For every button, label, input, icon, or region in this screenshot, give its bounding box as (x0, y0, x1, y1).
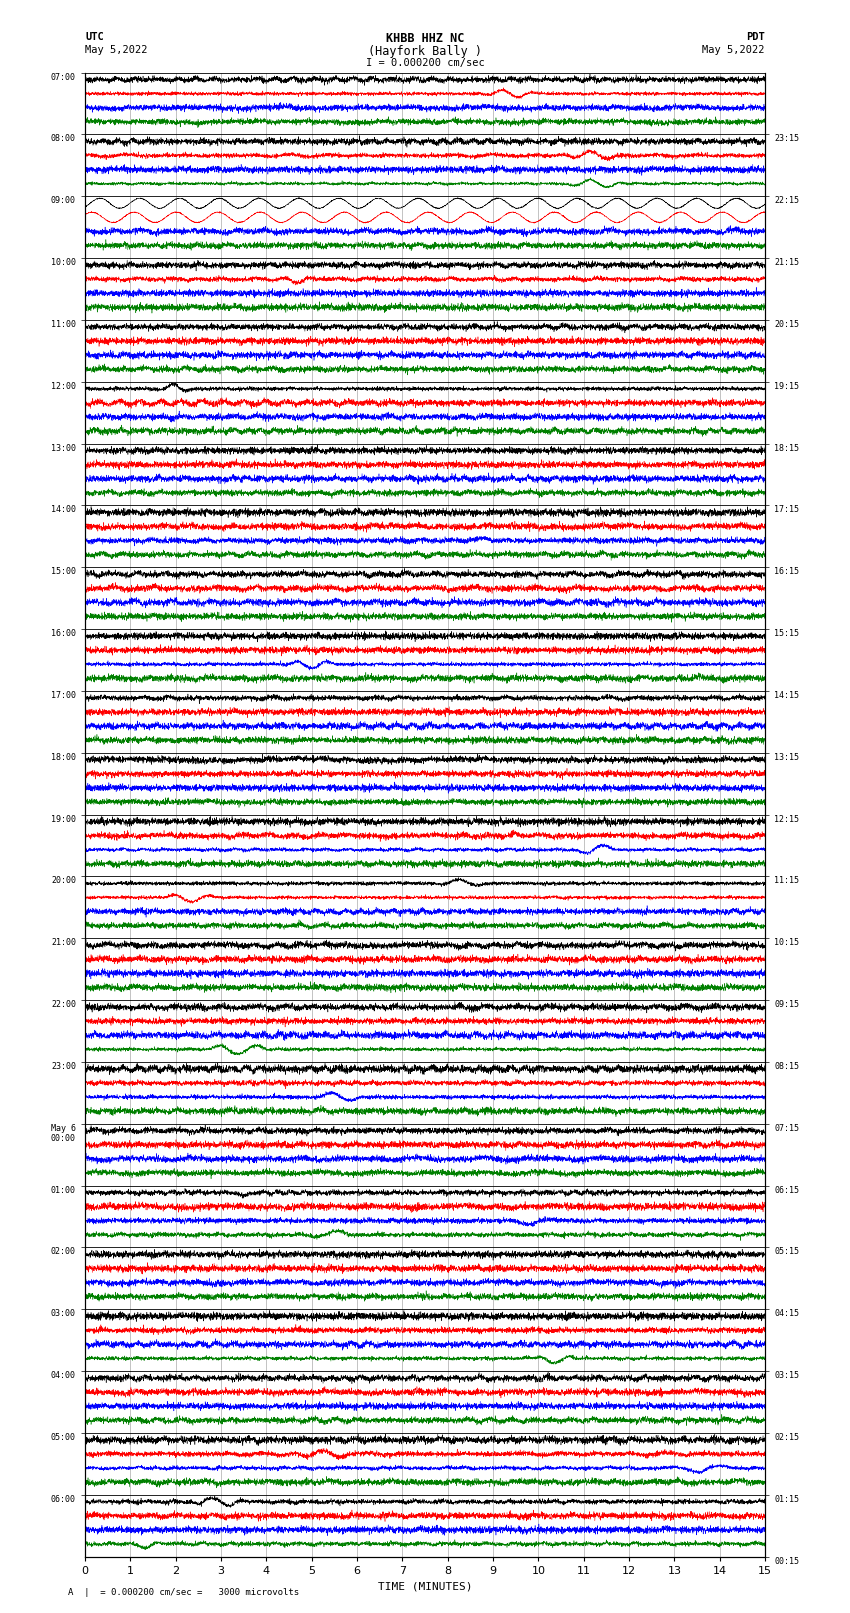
Text: A  |  = 0.000200 cm/sec =   3000 microvolts: A | = 0.000200 cm/sec = 3000 microvolts (68, 1587, 299, 1597)
Text: (Hayfork Bally ): (Hayfork Bally ) (368, 45, 482, 58)
Text: PDT: PDT (746, 32, 765, 42)
X-axis label: TIME (MINUTES): TIME (MINUTES) (377, 1581, 473, 1590)
Text: May 5,2022: May 5,2022 (702, 45, 765, 55)
Text: May 5,2022: May 5,2022 (85, 45, 148, 55)
Text: I = 0.000200 cm/sec: I = 0.000200 cm/sec (366, 58, 484, 68)
Text: KHBB HHZ NC: KHBB HHZ NC (386, 32, 464, 45)
Text: UTC: UTC (85, 32, 104, 42)
